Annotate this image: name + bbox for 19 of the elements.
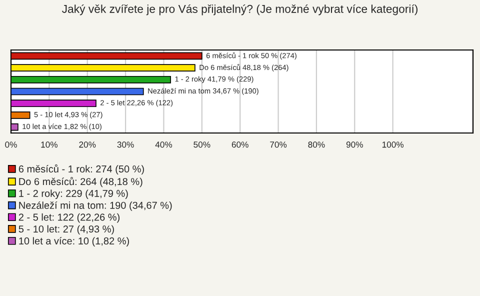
x-tick-label: 70% bbox=[270, 142, 287, 148]
x-tick-label: 30% bbox=[117, 142, 134, 148]
legend-label: Nezáleží mi na tom: 190 (34,67 %) bbox=[19, 201, 172, 211]
x-tick-label: 20% bbox=[79, 142, 96, 148]
legend-label: 1 - 2 roky: 229 (41,79 %) bbox=[19, 190, 128, 199]
chart-title: Jaký věk zvířete je pro Vás přijatelný? (Je možné vybrat více kategorií) bbox=[62, 4, 418, 16]
x-tick-label: 40% bbox=[155, 142, 172, 148]
legend-label: 2 - 5 let: 122 (22,26 %) bbox=[18, 213, 120, 223]
x-tick-label: 100% bbox=[382, 142, 404, 148]
x-tick-label: 10% bbox=[41, 142, 58, 148]
x-tick-label: 60% bbox=[232, 142, 248, 148]
legend-label: Do 6 měsíců: 264 (48,18 %) bbox=[19, 176, 142, 188]
legend-label: 10 let a více: 10 (1,82 %) bbox=[19, 237, 129, 246]
legend-label: 5 - 10 let: 27 (4,93 %) bbox=[18, 225, 114, 235]
x-tick-label: 50% bbox=[194, 142, 210, 148]
x-tick-label: 0% bbox=[5, 142, 17, 148]
legend-label: 6 měsíců - 1 rok: 274 (50 %) bbox=[18, 164, 144, 174]
x-tick-label: 80% bbox=[308, 142, 325, 148]
x-tick-label: 90% bbox=[346, 142, 363, 148]
